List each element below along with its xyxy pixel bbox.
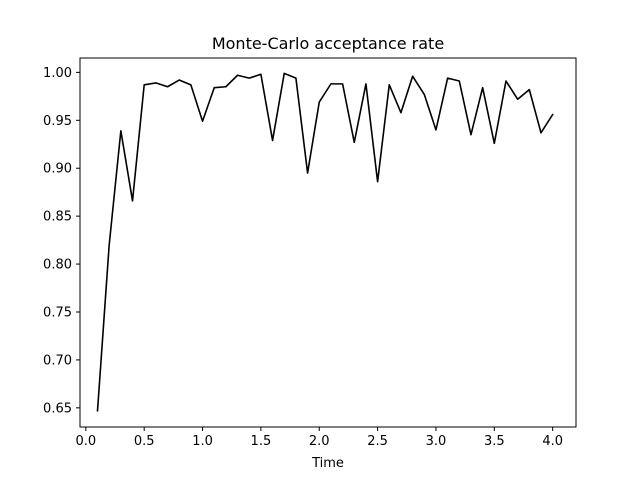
x-tick-label: 1.0 [192,434,213,449]
plot-data [96,72,554,412]
x-tick-label: 2.5 [367,434,388,449]
x-tick-label: 0.0 [75,434,96,449]
y-tick-label: 0.95 [43,114,72,129]
x-tick-label: 3.0 [426,434,447,449]
x-tick-label: 1.5 [251,434,272,449]
y-tick-label: 0.85 [43,210,72,225]
plot-area-frame [79,57,577,428]
y-tick-label: 0.90 [43,162,72,177]
y-tick-label: 0.80 [43,258,72,273]
chart-title: Monte-Carlo acceptance rate [212,34,444,53]
x-axis-label: Time [311,456,344,471]
axis-ticks: 0.0 0.5 1.0 1.5 2.0 2.5 3.0 3.5 4.0 0.65 0.70 0.75 0… [43,66,563,449]
y-tick-label: 0.70 [43,353,72,368]
y-tick-label: 0.75 [43,305,72,320]
x-tick-label: 2.0 [309,434,330,449]
y-tick-label: 0.65 [43,401,72,416]
series-line [96,72,554,412]
y-tick-label: 1.00 [43,66,72,81]
x-tick-label: 0.5 [134,434,155,449]
x-tick-label: 3.5 [484,434,505,449]
x-tick-label: 4.0 [542,434,563,449]
